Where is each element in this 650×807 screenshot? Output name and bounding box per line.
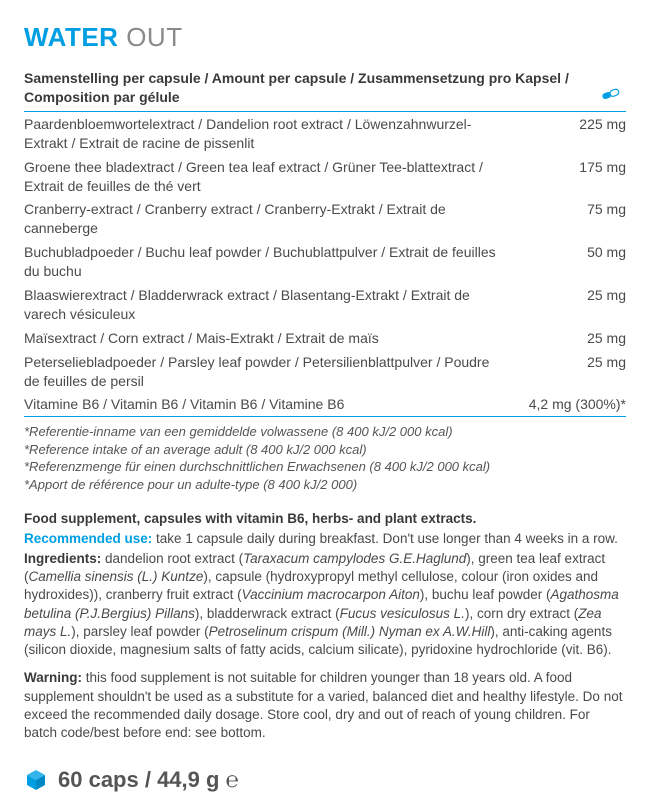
pack-size-text: 60 caps / 44,9 g ℮ xyxy=(58,765,239,795)
table-row: Maïsextract / Corn extract / Mais-Extrak… xyxy=(24,326,626,350)
title-bold: WATER xyxy=(24,22,118,52)
ingredient-amount: 175 mg xyxy=(506,158,626,177)
title-light: OUT xyxy=(126,22,182,52)
ingredient-amount: 25 mg xyxy=(506,353,626,372)
ingredient-name: Groene thee bladextract / Green tea leaf… xyxy=(24,158,506,196)
ingredient-name: Paardenbloemwortelextract / Dandelion ro… xyxy=(24,115,506,153)
warning-text: this food supplement is not suitable for… xyxy=(24,670,622,740)
footnote: *Reference intake of an average adult (8… xyxy=(24,441,626,459)
ingredient-name: Peterseliebladpoeder / Parsley leaf powd… xyxy=(24,353,506,391)
footnote: *Referentie-inname van een gemiddelde vo… xyxy=(24,423,626,441)
ingredient-amount: 225 mg xyxy=(506,115,626,134)
footnotes: *Referentie-inname van een gemiddelde vo… xyxy=(24,423,626,493)
supplement-title: Food supplement, capsules with vitamin B… xyxy=(24,510,626,528)
table-row: Blaaswierextract / Bladderwrack extract … xyxy=(24,283,626,326)
ingredient-name: Maïsextract / Corn extract / Mais-Extrak… xyxy=(24,329,506,348)
composition-table: Paardenbloemwortelextract / Dandelion ro… xyxy=(24,112,626,417)
warning-label: Warning: xyxy=(24,670,82,685)
ingredients-label: Ingredients: xyxy=(24,551,101,566)
ingredient-name: Buchubladpoeder / Buchu leaf powder / Bu… xyxy=(24,243,506,281)
table-row: Paardenbloemwortelextract / Dandelion ro… xyxy=(24,112,626,155)
table-row: Groene thee bladextract / Green tea leaf… xyxy=(24,155,626,198)
ingredient-amount: 75 mg xyxy=(506,200,626,219)
composition-header: Samenstelling per capsule / Amount per c… xyxy=(24,69,626,112)
footnote: *Apport de référence pour un adulte-type… xyxy=(24,476,626,494)
footnote: *Referenzmenge für einen durchschnittlic… xyxy=(24,458,626,476)
product-title: WATER OUT xyxy=(24,20,626,55)
ingredient-name: Vitamine B6 / Vitamin B6 / Vitamin B6 / … xyxy=(24,395,506,414)
supplement-section: Food supplement, capsules with vitamin B… xyxy=(24,510,626,743)
table-row: Cranberry-extract / Cranberry extract / … xyxy=(24,197,626,240)
ingredient-name: Cranberry-extract / Cranberry extract / … xyxy=(24,200,506,238)
ingredient-amount: 25 mg xyxy=(506,286,626,305)
ingredient-name: Blaaswierextract / Bladderwrack extract … xyxy=(24,286,506,324)
ingredient-amount: 50 mg xyxy=(506,243,626,262)
cube-icon xyxy=(24,768,48,792)
recommended-label: Recommended use: xyxy=(24,531,152,546)
ingredient-amount: 25 mg xyxy=(506,329,626,348)
recommended-text: take 1 capsule daily during breakfast. D… xyxy=(152,531,618,546)
table-row: Vitamine B6 / Vitamin B6 / Vitamin B6 / … xyxy=(24,392,626,416)
capsule-icon xyxy=(600,83,626,107)
table-row: Buchubladpoeder / Buchu leaf powder / Bu… xyxy=(24,240,626,283)
composition-header-text: Samenstelling per capsule / Amount per c… xyxy=(24,69,600,107)
recommended-use: Recommended use: take 1 capsule daily du… xyxy=(24,530,626,548)
ingredients: Ingredients: dandelion root extract (Tar… xyxy=(24,550,626,659)
ingredient-amount: 4,2 mg (300%)* xyxy=(506,395,626,414)
table-row: Peterseliebladpoeder / Parsley leaf powd… xyxy=(24,350,626,393)
warning: Warning: this food supplement is not sui… xyxy=(24,669,626,742)
pack-size: 60 caps / 44,9 g ℮ xyxy=(24,765,239,795)
